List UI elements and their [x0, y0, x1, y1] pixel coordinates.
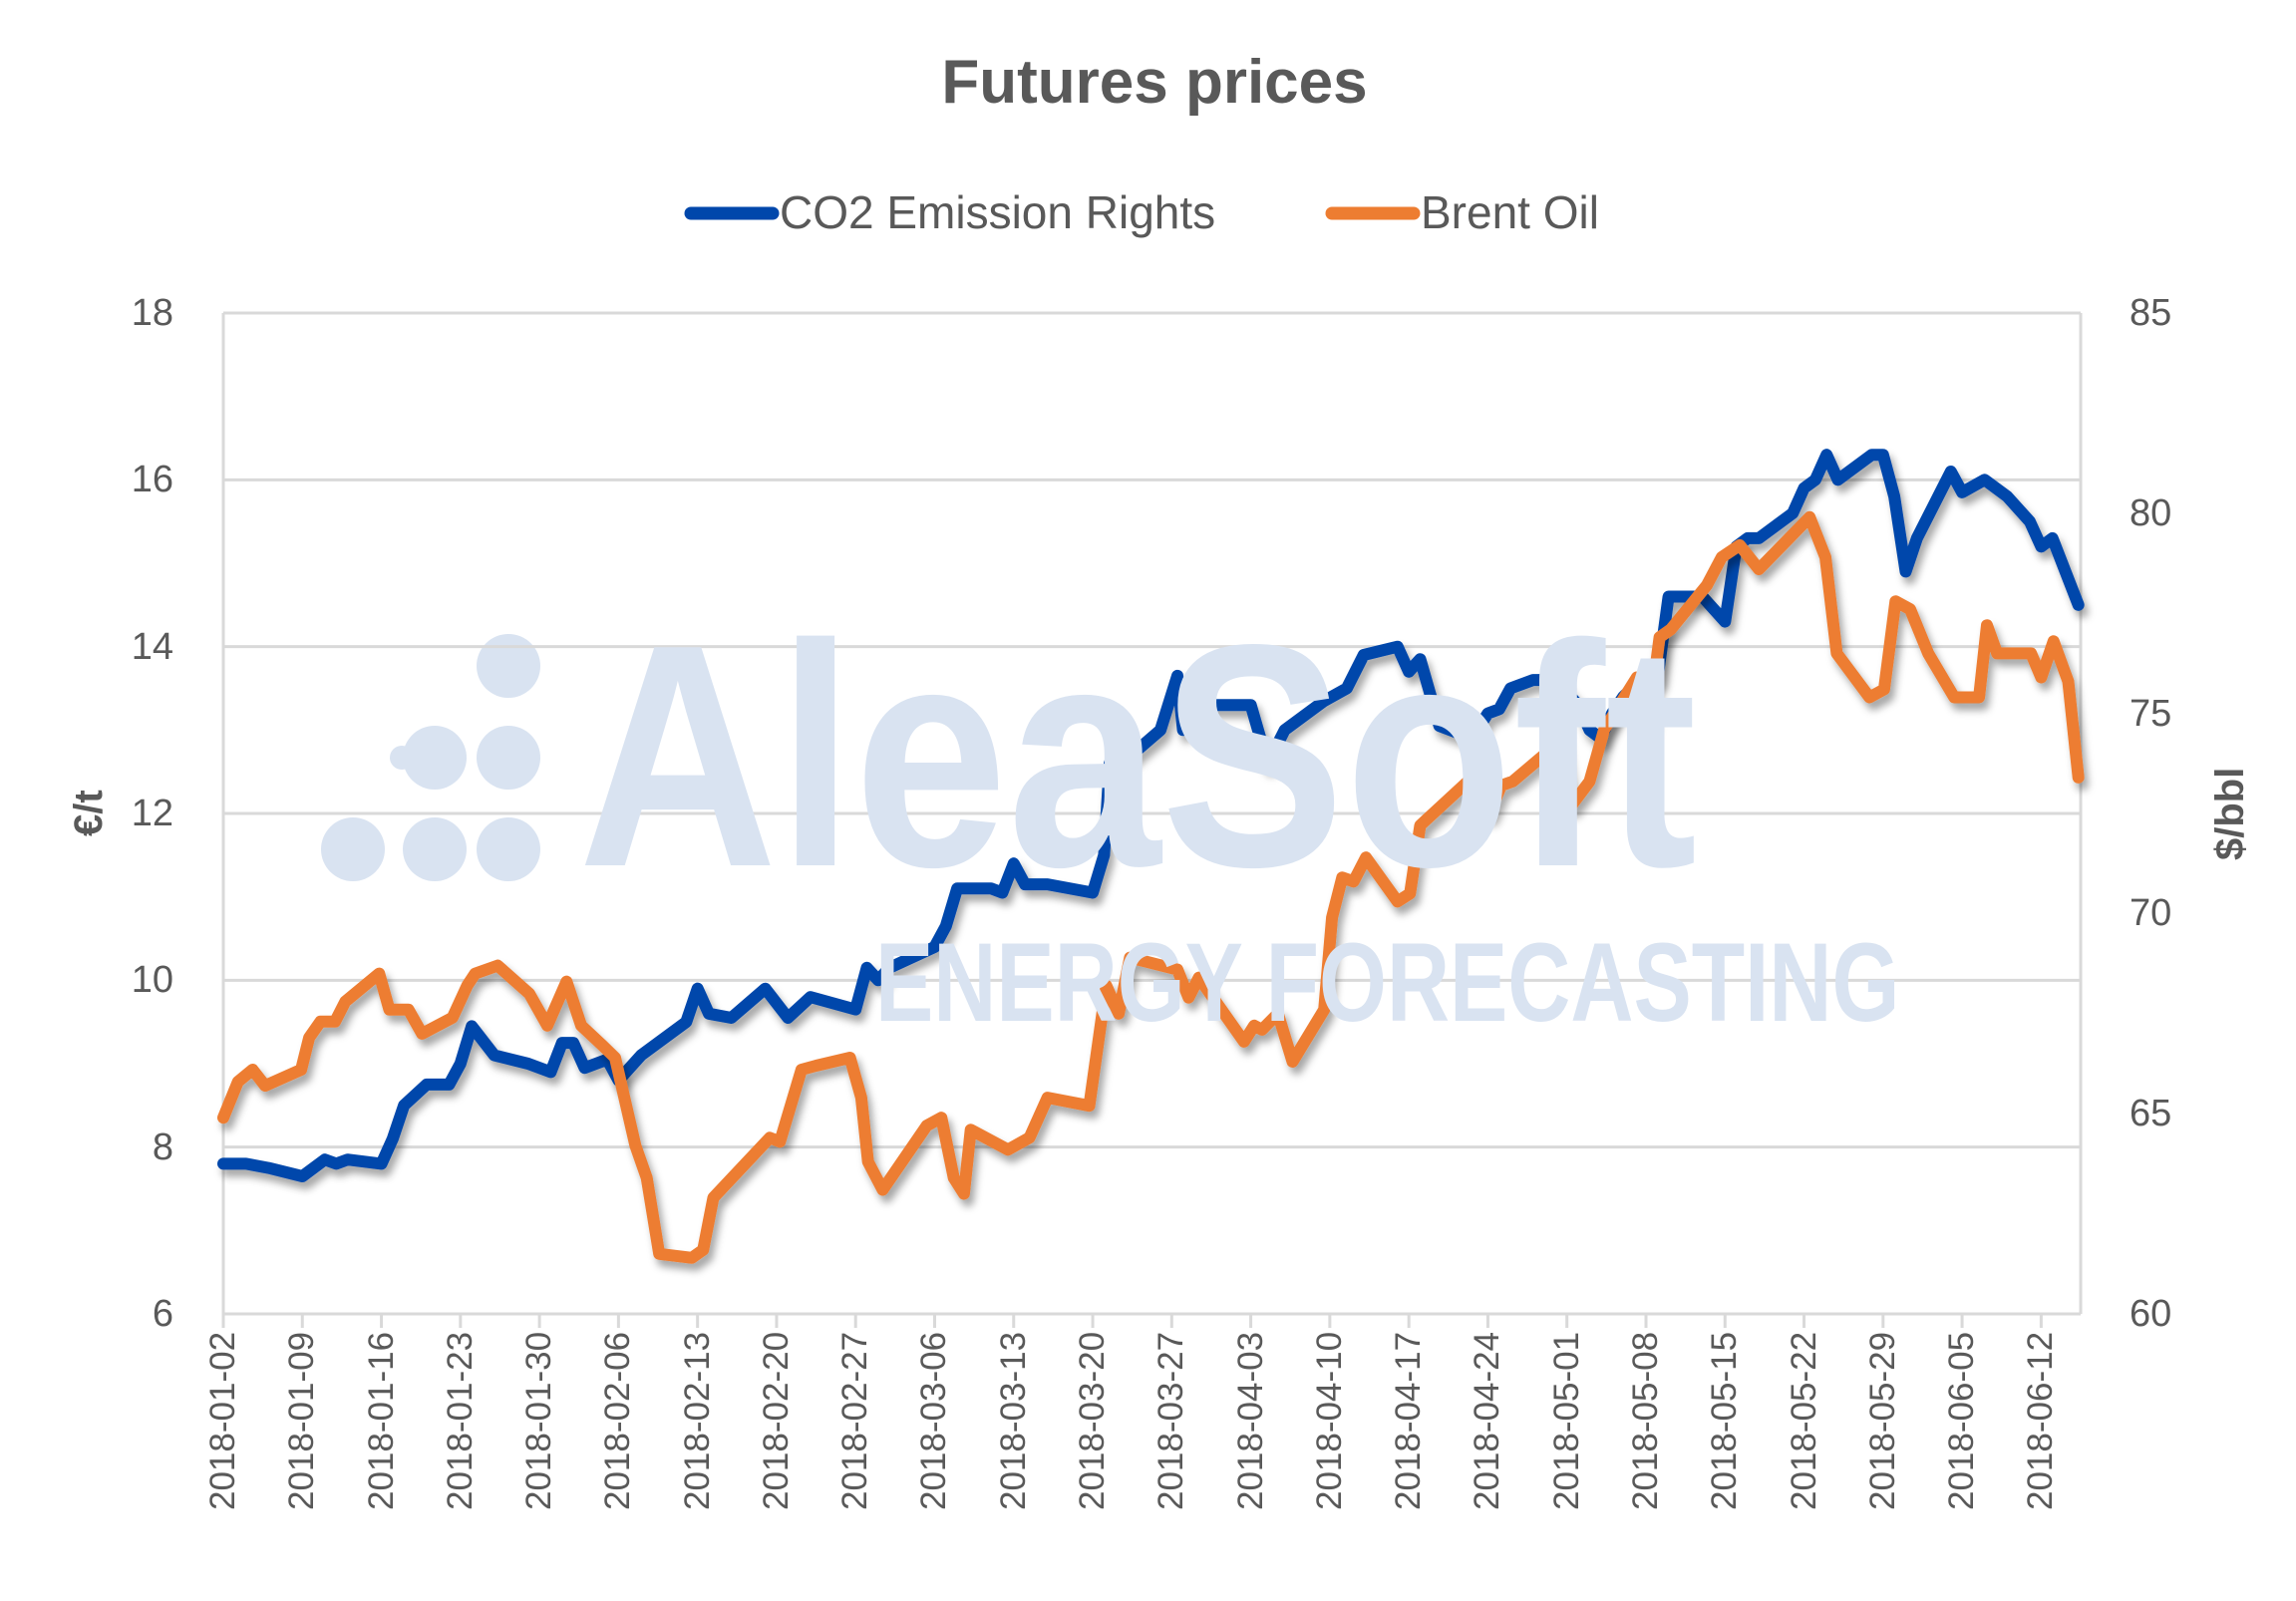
x-tick-label: 2018-05-29 — [1862, 1332, 1902, 1511]
y-right-axis-title: $/bbl — [2208, 767, 2252, 860]
x-tick-label: 2018-01-16 — [361, 1332, 401, 1511]
aleasoft-logo-dots — [321, 634, 540, 881]
y-right-tick-label: 70 — [2130, 892, 2172, 935]
chart-title: Futures prices — [941, 48, 1368, 117]
x-tick-label: 2018-01-02 — [203, 1332, 242, 1511]
x-tick-label: 2018-05-01 — [1546, 1332, 1586, 1511]
y-left-tick-label: 18 — [131, 292, 173, 334]
series-line-co2 — [217, 449, 2085, 1182]
y-right-tick-label: 75 — [2130, 692, 2172, 735]
y-left-tick-label: 6 — [152, 1293, 173, 1335]
x-tick-label: 2018-04-03 — [1230, 1332, 1270, 1511]
x-tick-label: 2018-04-10 — [1309, 1332, 1349, 1511]
y-right-tick-label: 85 — [2130, 292, 2172, 334]
x-tick-label: 2018-05-08 — [1625, 1332, 1665, 1511]
x-tick-label: 2018-05-15 — [1705, 1332, 1745, 1511]
logo-dot — [477, 634, 540, 698]
y-right-tick-label: 80 — [2130, 491, 2172, 534]
x-tick-label: 2018-03-13 — [993, 1332, 1033, 1511]
x-tick-label: 2018-01-30 — [519, 1332, 559, 1511]
x-tick-label: 2018-02-06 — [598, 1332, 638, 1511]
y-left-tick-label: 16 — [131, 459, 173, 501]
x-tick-label: 2018-06-05 — [1942, 1332, 1982, 1511]
y-right-tick-label: 65 — [2130, 1093, 2172, 1135]
logo-dot — [403, 817, 467, 881]
x-tick-label: 2018-06-12 — [2021, 1332, 2061, 1511]
logo-dot — [403, 726, 467, 790]
x-tick-label: 2018-01-23 — [440, 1332, 480, 1511]
y-left-tick-label: 14 — [131, 625, 173, 668]
y-right-tick-label: 60 — [2130, 1293, 2172, 1335]
x-tick-label: 2018-03-06 — [914, 1332, 954, 1511]
x-tick-label: 2018-04-24 — [1468, 1332, 1507, 1511]
series-line-brent — [217, 510, 2085, 1264]
logo-dot — [321, 817, 385, 881]
watermark-brand: AleaSoft — [578, 579, 1698, 933]
y-left-tick-label: 10 — [131, 959, 173, 1002]
x-tick-label: 2018-03-27 — [1151, 1332, 1191, 1511]
watermark-tagline: ENERGY FORECASTING — [875, 920, 1900, 1045]
y-left-tick-label: 8 — [152, 1125, 173, 1168]
x-tick-label: 2018-02-13 — [677, 1332, 717, 1511]
legend-label-co2: CO2 Emission Rights — [780, 186, 1216, 238]
legend-label-brent: Brent Oil — [1421, 186, 1599, 238]
x-tick-label: 2018-02-27 — [835, 1332, 875, 1511]
x-tick-label: 2018-01-09 — [282, 1332, 322, 1511]
x-tick-label: 2018-05-22 — [1784, 1332, 1823, 1511]
logo-dot — [477, 726, 540, 790]
logo-dot — [477, 817, 540, 881]
x-tick-label: 2018-04-17 — [1389, 1332, 1429, 1511]
y-left-tick-label: 12 — [131, 793, 173, 834]
x-tick-label: 2018-03-20 — [1073, 1332, 1113, 1511]
x-tick-label: 2018-02-20 — [756, 1332, 796, 1511]
